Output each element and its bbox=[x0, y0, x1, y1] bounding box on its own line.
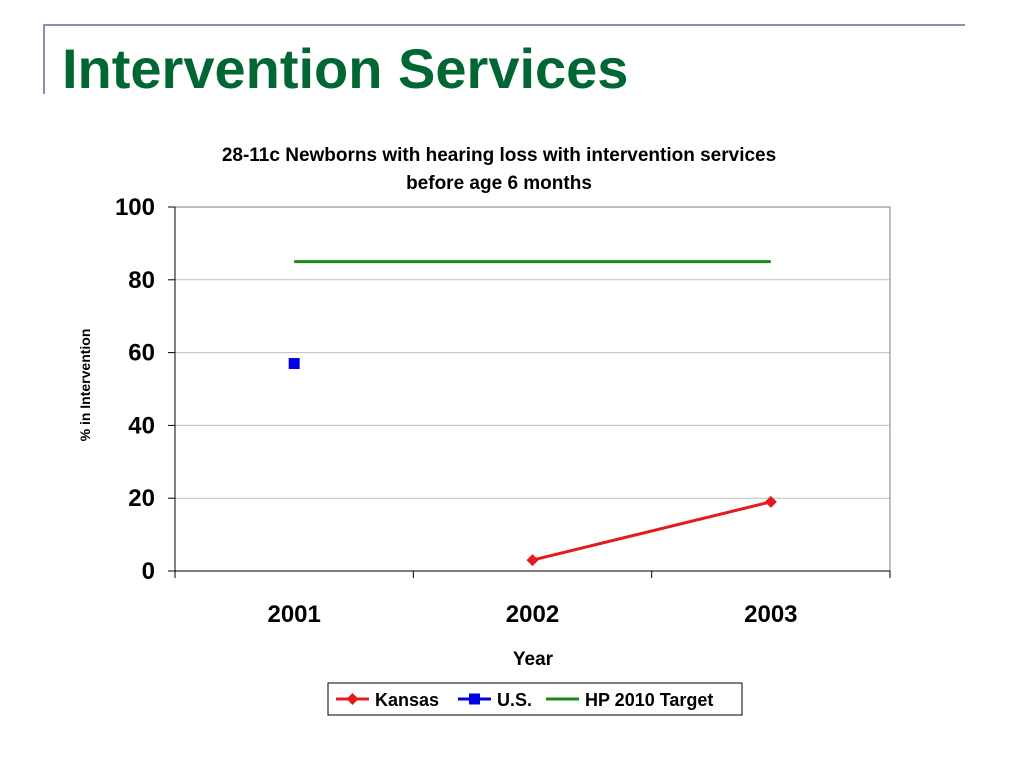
data-point bbox=[764, 495, 777, 508]
series-kansas bbox=[526, 495, 777, 567]
y-tick-label: 80 bbox=[128, 267, 155, 294]
series-u-s- bbox=[288, 358, 300, 370]
legend-item: Kansas bbox=[336, 690, 439, 710]
legend: Kansas U.S. HP 2010 Target bbox=[327, 682, 743, 716]
y-tick-label: 40 bbox=[128, 412, 155, 439]
slide-border-left bbox=[43, 24, 45, 94]
legend-box bbox=[327, 682, 743, 716]
slide-border-top bbox=[43, 24, 965, 26]
slide-title: Intervention Services bbox=[62, 37, 629, 100]
series-layer bbox=[288, 260, 777, 567]
y-tick-label: 100 bbox=[115, 194, 155, 221]
legend-label: HP 2010 Target bbox=[585, 690, 713, 710]
x-tick-label: 2002 bbox=[506, 601, 559, 628]
y-tick-label: 0 bbox=[142, 558, 155, 585]
legend-label: U.S. bbox=[497, 690, 532, 710]
axes: 0 20 40 60 80 100 2001 2002 2003 bbox=[115, 194, 891, 628]
data-point bbox=[288, 358, 300, 370]
chart-title-line-2: before age 6 months bbox=[406, 173, 592, 194]
legend-item: HP 2010 Target bbox=[546, 690, 713, 710]
x-axis-label: Year bbox=[513, 649, 554, 670]
y-axis-label: % in Intervention bbox=[77, 329, 93, 442]
legend-swatch-marker bbox=[469, 693, 480, 705]
y-tick-label: 20 bbox=[128, 485, 155, 512]
y-tick-label: 60 bbox=[128, 340, 155, 367]
gridlines bbox=[175, 279, 890, 499]
legend-item: U.S. bbox=[458, 690, 532, 710]
chart-title-line-1: 28-11c Newborns with hearing loss with i… bbox=[222, 145, 776, 166]
legend-label: Kansas bbox=[375, 690, 439, 710]
series-line bbox=[532, 500, 772, 562]
data-point bbox=[526, 554, 539, 567]
legend-swatch-marker bbox=[346, 693, 359, 705]
x-tick-label: 2003 bbox=[744, 601, 797, 628]
x-tick-label: 2001 bbox=[267, 601, 320, 628]
